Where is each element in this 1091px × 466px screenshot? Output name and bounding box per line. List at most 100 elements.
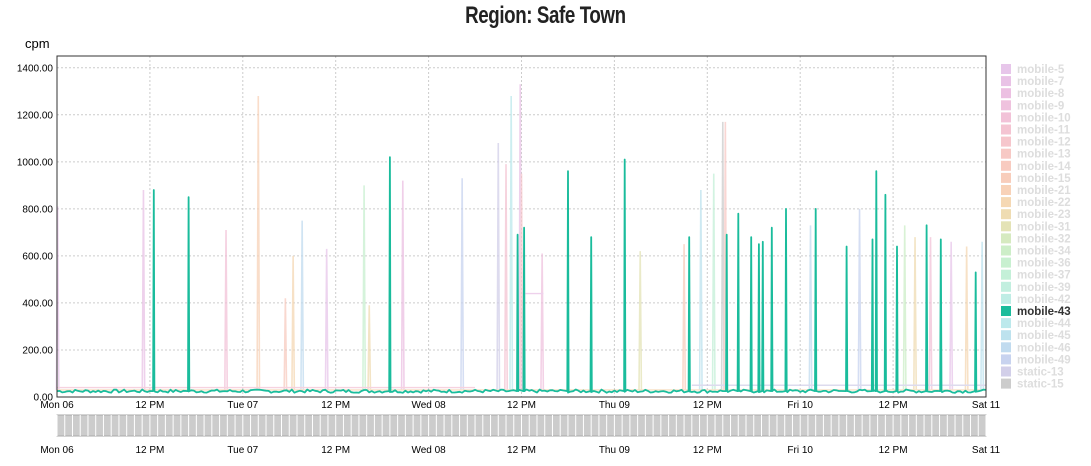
legend-item-mobile-22[interactable]: mobile-22 <box>1001 197 1071 209</box>
y-tick-label: 1000.00 <box>17 157 54 168</box>
legend-swatch <box>1001 76 1011 87</box>
faded-series-spike <box>808 225 813 390</box>
faded-series-spike <box>857 208 862 390</box>
range-navigator-label: Tue 07 <box>227 445 258 456</box>
legend-swatch <box>1001 366 1011 377</box>
legend-item-mobile-32[interactable]: mobile-32 <box>1001 233 1071 245</box>
legend-swatch <box>1001 185 1011 195</box>
legend-swatch <box>1001 306 1011 316</box>
legend-item-mobile-37[interactable]: mobile-37 <box>1001 269 1071 282</box>
range-navigator-label: 12 PM <box>135 445 164 456</box>
legend-label: mobile-43 <box>1017 306 1071 318</box>
legend-label: mobile-12 <box>1017 137 1071 149</box>
y-tick-label: 800.00 <box>22 204 53 215</box>
legend-item-mobile-31[interactable]: mobile-31 <box>1001 221 1071 233</box>
faded-series-spike <box>902 225 907 390</box>
legend-item-mobile-11[interactable]: mobile-11 <box>1001 124 1071 137</box>
y-tick-label: 0.00 <box>34 393 54 404</box>
legend-item-static-15[interactable]: static-15 <box>1001 378 1064 391</box>
x-tick-label: Fri 10 <box>787 400 813 411</box>
x-tick-label: 12 PM <box>693 400 722 411</box>
faded-series-spike <box>964 246 969 390</box>
legend-label: static-15 <box>1017 379 1064 391</box>
legend-item-mobile-10[interactable]: mobile-10 <box>1001 112 1071 124</box>
legend-swatch <box>1001 269 1011 280</box>
legend-swatch <box>1001 124 1011 135</box>
legend-item-mobile-9[interactable]: mobile-9 <box>1001 100 1064 112</box>
faded-series-spike <box>300 220 305 390</box>
legend-label: mobile-37 <box>1017 270 1071 282</box>
legend-label: mobile-11 <box>1017 125 1071 137</box>
legend-item-static-13[interactable]: static-13 <box>1001 366 1064 379</box>
legend-swatch <box>1001 293 1011 304</box>
legend-item-mobile-34[interactable]: mobile-34 <box>1001 245 1071 258</box>
legend-label: mobile-46 <box>1017 342 1071 354</box>
legend-swatch <box>1001 378 1011 389</box>
legend-swatch <box>1001 342 1011 353</box>
legend-item-mobile-7[interactable]: mobile-7 <box>1001 76 1064 88</box>
y-tick-label: 400.00 <box>22 298 53 309</box>
legend-item-mobile-21[interactable]: mobile-21 <box>1001 185 1071 197</box>
legend-item-mobile-12[interactable]: mobile-12 <box>1001 136 1071 149</box>
legend-item-mobile-36[interactable]: mobile-36 <box>1001 257 1071 270</box>
legend-swatch <box>1001 112 1011 123</box>
legend-item-mobile-45[interactable]: mobile-45 <box>1001 330 1071 342</box>
faded-series-spike <box>291 255 296 390</box>
faded-series-spike <box>362 185 367 390</box>
legend-label: mobile-10 <box>1017 112 1071 124</box>
legend-label: mobile-49 <box>1017 354 1071 366</box>
legend-item-mobile-39[interactable]: mobile-39 <box>1001 281 1071 294</box>
legend-item-mobile-13[interactable]: mobile-13 <box>1001 148 1071 161</box>
faded-series-spike <box>324 248 329 390</box>
legend-label: mobile-7 <box>1017 76 1064 88</box>
legend-swatch <box>1001 354 1011 365</box>
faded-series-spike <box>682 244 687 390</box>
x-tick-label: 12 PM <box>321 400 350 411</box>
legend-item-mobile-42[interactable]: mobile-42 <box>1001 293 1071 306</box>
legend-swatch <box>1001 245 1011 256</box>
legend-swatch <box>1001 172 1011 183</box>
legend-item-mobile-23[interactable]: mobile-23 <box>1001 209 1071 221</box>
faded-series-spike <box>698 190 703 390</box>
x-tick-label: Sat 11 <box>972 400 1001 411</box>
legend-label: mobile-15 <box>1017 173 1071 185</box>
chart-title: Region: Safe Town <box>465 2 626 29</box>
legend-item-mobile-5[interactable]: mobile-5 <box>1001 64 1065 76</box>
plot-area-frame <box>56 55 987 398</box>
legend-label: mobile-8 <box>1017 88 1065 100</box>
legend-swatch <box>1001 318 1011 329</box>
legend-label: mobile-21 <box>1017 185 1071 197</box>
faded-series-spike <box>283 298 288 390</box>
faded-series-spike <box>367 305 372 390</box>
legend: mobile-5mobile-7mobile-8mobile-9mobile-1… <box>1001 64 1071 391</box>
legend-label: mobile-39 <box>1017 282 1071 294</box>
range-navigator-label: 12 PM <box>507 445 536 456</box>
legend-label: mobile-32 <box>1017 233 1071 245</box>
legend-swatch <box>1001 197 1011 208</box>
legend-item-mobile-43[interactable]: mobile-43 <box>1001 306 1071 318</box>
legend-item-mobile-46[interactable]: mobile-46 <box>1001 342 1071 354</box>
range-navigator[interactable] <box>56 414 987 437</box>
range-navigator-label: Thu 09 <box>599 445 631 456</box>
legend-label: mobile-34 <box>1017 246 1071 258</box>
y-tick-label: 1200.00 <box>17 110 54 121</box>
faded-series-spike <box>913 237 918 390</box>
legend-item-mobile-14[interactable]: mobile-14 <box>1001 160 1071 173</box>
legend-label: mobile-9 <box>1017 100 1064 112</box>
legend-label: mobile-23 <box>1017 209 1071 221</box>
legend-item-mobile-49[interactable]: mobile-49 <box>1001 354 1071 366</box>
y-axis-label: cpm <box>25 36 50 51</box>
x-tick-label: Thu 09 <box>599 400 631 411</box>
legend-label: mobile-44 <box>1017 318 1071 330</box>
legend-item-mobile-15[interactable]: mobile-15 <box>1001 172 1071 185</box>
legend-label: mobile-13 <box>1017 149 1071 161</box>
legend-label: mobile-5 <box>1017 64 1065 76</box>
faded-series-spike <box>141 190 146 390</box>
legend-label: mobile-31 <box>1017 221 1071 233</box>
legend-item-mobile-8[interactable]: mobile-8 <box>1001 88 1065 100</box>
legend-label: mobile-42 <box>1017 294 1071 306</box>
legend-item-mobile-44[interactable]: mobile-44 <box>1001 318 1071 330</box>
legend-label: mobile-14 <box>1017 161 1071 173</box>
faded-series-spike <box>928 237 933 390</box>
range-navigator-label: 12 PM <box>321 445 350 456</box>
